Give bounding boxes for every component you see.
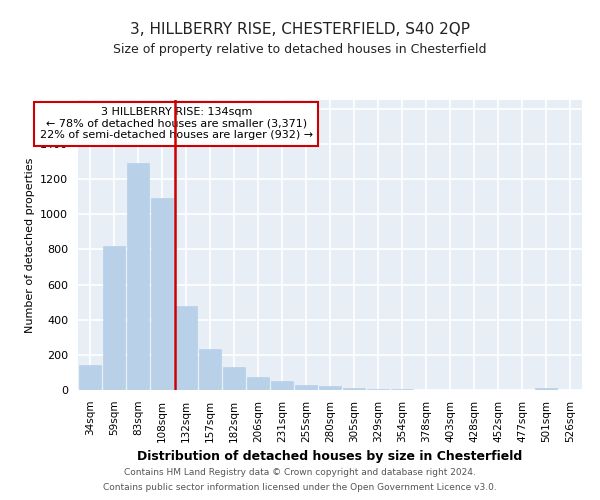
- Text: 3, HILLBERRY RISE, CHESTERFIELD, S40 2QP: 3, HILLBERRY RISE, CHESTERFIELD, S40 2QP: [130, 22, 470, 38]
- Bar: [367, 389, 389, 390]
- Text: Size of property relative to detached houses in Chesterfield: Size of property relative to detached ho…: [113, 42, 487, 56]
- Bar: [79, 366, 101, 390]
- Bar: [247, 377, 269, 390]
- Text: Contains HM Land Registry data © Crown copyright and database right 2024.: Contains HM Land Registry data © Crown c…: [124, 468, 476, 477]
- Bar: [343, 388, 365, 390]
- Text: 3 HILLBERRY RISE: 134sqm
← 78% of detached houses are smaller (3,371)
22% of sem: 3 HILLBERRY RISE: 134sqm ← 78% of detach…: [40, 108, 313, 140]
- Bar: [295, 384, 317, 390]
- Bar: [175, 306, 197, 390]
- Bar: [127, 164, 149, 390]
- Bar: [103, 246, 125, 390]
- Bar: [199, 348, 221, 390]
- Y-axis label: Number of detached properties: Number of detached properties: [25, 158, 35, 332]
- Text: Contains public sector information licensed under the Open Government Licence v3: Contains public sector information licen…: [103, 483, 497, 492]
- Bar: [151, 198, 173, 390]
- Bar: [319, 386, 341, 390]
- Bar: [223, 367, 245, 390]
- X-axis label: Distribution of detached houses by size in Chesterfield: Distribution of detached houses by size …: [137, 450, 523, 463]
- Bar: [271, 381, 293, 390]
- Bar: [535, 388, 557, 390]
